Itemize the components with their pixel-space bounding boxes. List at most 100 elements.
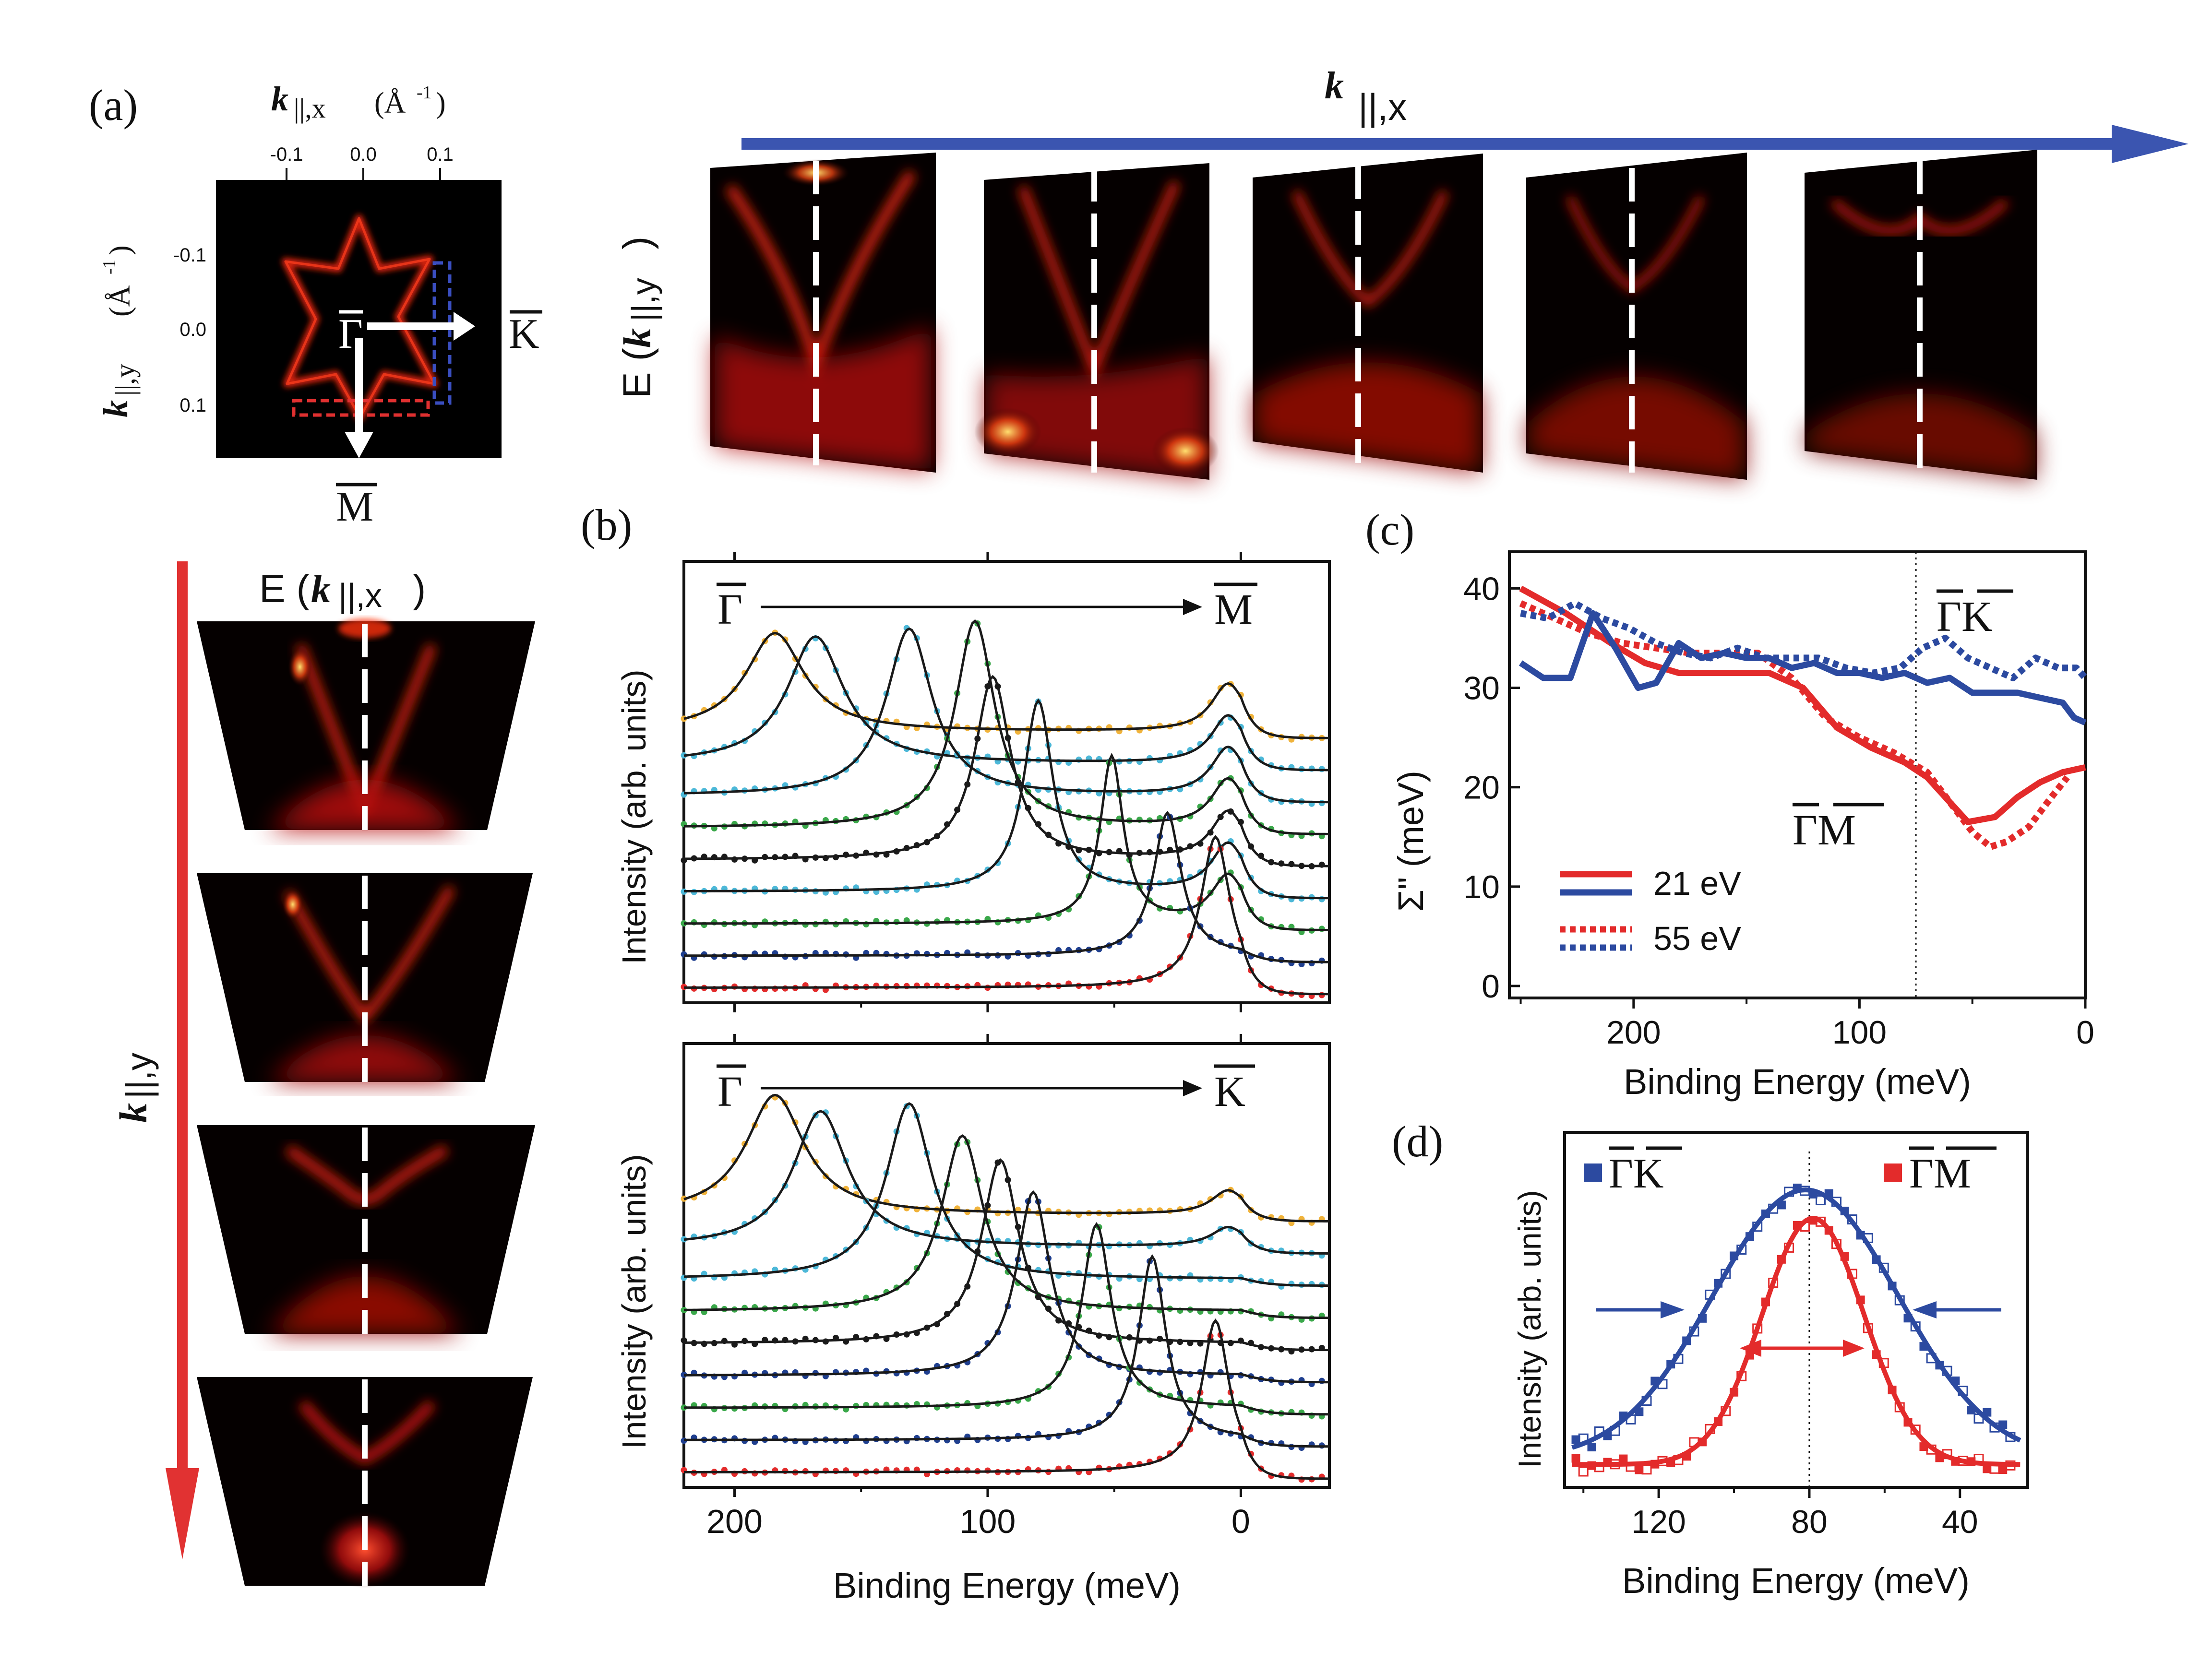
plot-area: [1519, 585, 2088, 850]
mdc-fit-ΓM: [1572, 1215, 2021, 1467]
panel-label-b: (b): [581, 500, 632, 549]
mdc-point-filled: [1983, 1464, 1992, 1473]
plot-frame: [682, 560, 1331, 1004]
svg-text:(Å: (Å: [104, 285, 136, 317]
svg-text:||,y: ||,y: [109, 364, 141, 396]
panel-label-a: (a): [89, 81, 138, 130]
edc-fit-k9: [684, 1318, 1329, 1480]
panel-b-top: Γ M Intensity (arb. units): [615, 552, 1331, 1012]
svg-text:Γ: Γ: [717, 1068, 742, 1116]
arpes-cut-left-1: [197, 619, 535, 830]
svg-text:E (: E (: [259, 567, 310, 611]
svg-text:-1: -1: [417, 83, 432, 103]
x-tick-label: 200: [1606, 1014, 1661, 1051]
arpes-cut-top-1: [710, 153, 936, 473]
M-label-map: M: [336, 484, 373, 530]
mdc-point-open: [1641, 1464, 1652, 1475]
edc-fit-k8: [684, 1254, 1329, 1448]
plot-frame: [1563, 1131, 2029, 1489]
e-ky-label: E ( k ||,y ): [615, 237, 662, 398]
panel-label-c: (c): [1365, 505, 1414, 554]
cut-box-blue: [432, 261, 452, 405]
x-axis: [733, 552, 1242, 1012]
panel-label-d: (d): [1392, 1117, 1443, 1166]
kx-direction-arrow: k ||,x: [741, 65, 2188, 163]
svg-text:||,y: ||,y: [119, 1053, 159, 1099]
edc-point: [681, 1307, 687, 1313]
legend-label: 55 eV: [1653, 920, 1741, 957]
edc-fit-k4: [683, 619, 1329, 835]
panel-c: 0 10 20 30 40 200 100 0 ΓK ΓM 21 eV 55 eV Bindin…: [1391, 550, 2094, 1102]
mdc-ΓK: [1571, 1183, 2021, 1451]
svg-text:): ): [413, 567, 426, 611]
axes: 120 80 40: [1582, 1152, 1978, 1540]
e-kx-label: E ( k ||,x ): [259, 567, 426, 614]
y-tick-label: 10: [1463, 869, 1500, 905]
svg-text:K: K: [1214, 1068, 1245, 1116]
mdc-point-filled: [1571, 1454, 1580, 1463]
edc-points-k7: [681, 760, 1325, 936]
svg-text:ΓK: ΓK: [1609, 1151, 1663, 1197]
svg-text:ΓM: ΓM: [1793, 807, 1856, 854]
map-kx-axis: k ||,x (Å -1 ) -0.1 0.0 0.1: [270, 80, 454, 180]
edc-fit-k6: [684, 1190, 1329, 1384]
plot-area: [681, 1093, 1330, 1483]
legend-label: 21 eV: [1653, 865, 1741, 902]
plot-area: [681, 619, 1329, 999]
y-tick-label: 20: [1463, 770, 1500, 806]
svg-text:||,x: ||,x: [294, 93, 326, 124]
fwhm-arrows: [1596, 1301, 2001, 1357]
edc-fit-k1: [683, 632, 1329, 739]
label-GK: ΓK: [1937, 589, 2013, 641]
mdc-point-filled: [1571, 1435, 1580, 1444]
plot-frame: [682, 1042, 1331, 1489]
kx-tick: 0.0: [350, 144, 377, 165]
edc-fit-k2: [683, 635, 1329, 772]
edc-fit-k8: [684, 810, 1329, 963]
ky-tick: 0.1: [179, 395, 206, 416]
x-axis: 200 100 0: [706, 1034, 1250, 1540]
svg-text:k: k: [311, 567, 331, 611]
y-tick-label: 0: [1482, 968, 1500, 1005]
edc-fit-k7: [684, 752, 1329, 931]
arpes-cut-left-4: [197, 1377, 533, 1588]
mdc-point-open: [1578, 1466, 1589, 1477]
edc-points-k1: [681, 629, 1325, 743]
arpes-cut-top-3: [1253, 154, 1483, 473]
svg-text:||,y: ||,y: [625, 278, 662, 321]
edc-points-k8: [681, 1258, 1325, 1451]
svg-text:Γ: Γ: [717, 586, 742, 633]
x-axis-label: Binding Energy (meV): [833, 1566, 1181, 1605]
svg-text:): ): [104, 245, 136, 255]
series-ΓM-55-eV: [1519, 600, 2070, 850]
x-tick-label: 200: [706, 1503, 763, 1540]
edc-fit-k1: [683, 1093, 1329, 1223]
panel-d: 120 80 40 ΓK ΓM Binding Energy (meV) Inten…: [1512, 1131, 2029, 1601]
series-ΓK-21-eV: [1519, 610, 2087, 726]
K-label-map: K: [509, 311, 539, 357]
svg-text:k: k: [271, 80, 288, 118]
kx-tick: 0.1: [427, 144, 454, 165]
mdc-ΓM: [1571, 1215, 2021, 1477]
legend-marker-GK: [1584, 1163, 1602, 1182]
arpes-cut-top-5: [1805, 150, 2037, 480]
arpes-cut-top-4: [1526, 153, 1747, 480]
arpes-cut-top-2: [974, 163, 1219, 480]
y-axis-label: Intensity (arb. units): [615, 1154, 653, 1449]
svg-text:||,x: ||,x: [1358, 86, 1407, 128]
svg-text:k: k: [96, 400, 135, 417]
edc-fit-k3: [683, 627, 1329, 804]
edc-fit-k7: [683, 1222, 1329, 1416]
svg-text:): ): [615, 237, 659, 249]
svg-text:k: k: [1325, 65, 1344, 107]
x-tick-label: 0: [1232, 1503, 1250, 1540]
arpes-cut-left-3: [197, 1125, 535, 1334]
svg-text:ΓM: ΓM: [1909, 1151, 1971, 1197]
ky-direction-arrow: k ||,y: [111, 561, 199, 1559]
x-tick-label: 0: [2076, 1014, 2094, 1051]
svg-text:k: k: [111, 1103, 155, 1123]
svg-text:M: M: [1214, 586, 1253, 633]
legend-marker-GM: [1884, 1163, 1902, 1182]
plot-area: [1571, 1183, 2021, 1477]
